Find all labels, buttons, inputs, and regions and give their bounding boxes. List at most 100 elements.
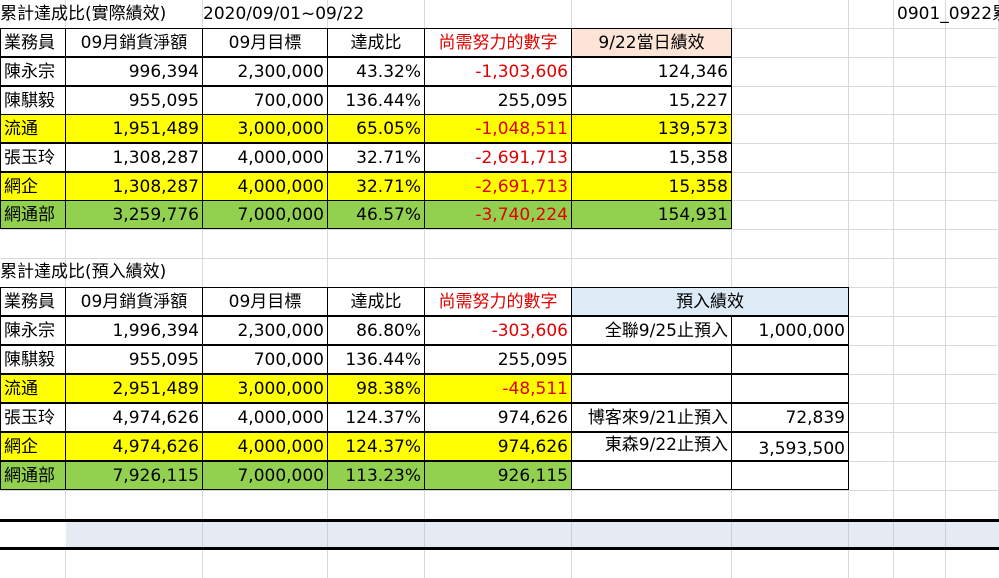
table-cell-ratio[interactable]: 113.23% [327,461,425,490]
preentry-note-label[interactable] [571,374,732,403]
table-cell-remaining[interactable]: 974,626 [424,432,572,461]
table-row-name[interactable]: 網企 [0,172,66,201]
table-row-name[interactable]: 陳騏毅 [0,345,66,374]
preentry-note-label[interactable] [571,345,732,374]
file-ref: 0901_0922累 [897,4,999,24]
preentry-note-value[interactable]: 1,000,000 [731,316,849,345]
table-cell-sales[interactable]: 955,095 [65,345,203,374]
col-header-ratio[interactable]: 達成比 [327,287,425,316]
preentry-note-label[interactable]: 全聯9/25止預入 [571,316,732,345]
table-row-name[interactable]: 流通 [0,374,66,403]
table-cell-remaining[interactable]: 926,115 [424,461,572,490]
table-row-name[interactable]: 流通 [0,114,66,143]
grid-divider [571,522,572,547]
table-cell-target[interactable]: 700,000 [202,345,328,374]
table-cell-remaining[interactable]: -303,606 [424,316,572,345]
table-cell-ratio[interactable]: 98.38% [327,374,425,403]
table-cell-sales[interactable]: 955,095 [65,86,203,115]
grid-divider [848,550,849,578]
table-cell-daily[interactable]: 15,227 [571,86,732,115]
table-cell-daily[interactable]: 15,358 [571,143,732,172]
table-cell-sales[interactable]: 4,974,626 [65,403,203,432]
table-cell-sales[interactable]: 7,926,115 [65,461,203,490]
table-cell-target[interactable]: 4,000,000 [202,172,328,201]
col-header-remaining[interactable]: 尚需努力的數字 [424,28,572,57]
table-cell-ratio[interactable]: 136.44% [327,86,425,115]
table-cell-daily[interactable]: 124,346 [571,57,732,86]
col-header-target[interactable]: 09月目標 [202,287,328,316]
col-header-name[interactable]: 業務員 [0,28,66,57]
col-header-daily[interactable]: 9/22當日績效 [571,28,732,57]
table-cell-remaining[interactable]: -1,048,511 [424,114,572,143]
table-cell-sales[interactable]: 1,308,287 [65,172,203,201]
grid-divider [424,522,425,547]
table-cell-ratio[interactable]: 32.71% [327,143,425,172]
preentry-note-label[interactable]: 博客來9/21止預入 [571,403,732,432]
col-header-sales[interactable]: 09月銷貨淨額 [65,287,203,316]
grid-divider [202,522,203,547]
freeze-pane-divider[interactable] [0,519,999,522]
table-cell-target[interactable]: 3,000,000 [202,114,328,143]
table-cell-daily[interactable]: 154,931 [571,200,732,229]
table-cell-sales[interactable]: 3,259,776 [65,200,203,229]
preentry-note-value[interactable]: 3,593,500 [731,432,849,461]
grid-divider [327,550,328,578]
table-cell-ratio[interactable]: 86.80% [327,316,425,345]
table-cell-target[interactable]: 7,000,000 [202,461,328,490]
table-cell-ratio[interactable]: 43.32% [327,57,425,86]
table-cell-remaining[interactable]: -1,303,606 [424,57,572,86]
table-cell-target[interactable]: 2,300,000 [202,316,328,345]
col-header-sales[interactable]: 09月銷貨淨額 [65,28,203,57]
table-row-name[interactable]: 張玉玲 [0,403,66,432]
table-cell-daily[interactable]: 15,358 [571,172,732,201]
col-header-ratio[interactable]: 達成比 [327,28,425,57]
table-cell-target[interactable]: 4,000,000 [202,432,328,461]
table-row-name[interactable]: 張玉玲 [0,143,66,172]
table-cell-sales[interactable]: 996,394 [65,57,203,86]
col-header-target[interactable]: 09月目標 [202,28,328,57]
table-cell-sales[interactable]: 1,996,394 [65,316,203,345]
preentry-note-value[interactable]: 72,839 [731,403,849,432]
table-cell-remaining[interactable]: -2,691,713 [424,172,572,201]
grid-divider [731,550,732,578]
selected-row-band[interactable] [66,522,999,547]
table-cell-target[interactable]: 4,000,000 [202,403,328,432]
col-header-remaining[interactable]: 尚需努力的數字 [424,287,572,316]
table-cell-remaining[interactable]: -48,511 [424,374,572,403]
table-cell-daily[interactable]: 139,573 [571,114,732,143]
table-cell-ratio[interactable]: 65.05% [327,114,425,143]
grid-divider [202,550,203,578]
table-cell-sales[interactable]: 4,974,626 [65,432,203,461]
table-cell-ratio[interactable]: 136.44% [327,345,425,374]
table-cell-ratio[interactable]: 124.37% [327,432,425,461]
table-cell-sales[interactable]: 2,951,489 [65,374,203,403]
table-cell-target[interactable]: 7,000,000 [202,200,328,229]
table-cell-target[interactable]: 700,000 [202,86,328,115]
table-row-name[interactable]: 陳永宗 [0,57,66,86]
table-cell-sales[interactable]: 1,951,489 [65,114,203,143]
col-header-preentry[interactable]: 預入績效 [571,287,849,316]
preentry-note-label[interactable] [571,461,732,490]
table-cell-target[interactable]: 4,000,000 [202,143,328,172]
table-cell-remaining[interactable]: 974,626 [424,403,572,432]
table-cell-target[interactable]: 3,000,000 [202,374,328,403]
table-cell-remaining[interactable]: 255,095 [424,86,572,115]
table-cell-remaining[interactable]: -3,740,224 [424,200,572,229]
table-row-name[interactable]: 網企 [0,432,66,461]
table-cell-sales[interactable]: 1,308,287 [65,143,203,172]
table-cell-ratio[interactable]: 46.57% [327,200,425,229]
table-row-name[interactable]: 網通部 [0,200,66,229]
table-cell-remaining[interactable]: -2,691,713 [424,143,572,172]
table-row-name[interactable]: 陳永宗 [0,316,66,345]
preentry-note-value[interactable] [731,374,849,403]
preentry-note-value[interactable] [731,461,849,490]
table-row-name[interactable]: 網通部 [0,461,66,490]
preentry-note-value[interactable] [731,345,849,374]
table-row-name[interactable]: 陳騏毅 [0,86,66,115]
table-cell-remaining[interactable]: 255,095 [424,345,572,374]
table-cell-ratio[interactable]: 32.71% [327,172,425,201]
table-cell-target[interactable]: 2,300,000 [202,57,328,86]
preentry-note-label[interactable]: 東森9/22止預入 [571,432,732,461]
col-header-name[interactable]: 業務員 [0,287,66,316]
table-cell-ratio[interactable]: 124.37% [327,403,425,432]
